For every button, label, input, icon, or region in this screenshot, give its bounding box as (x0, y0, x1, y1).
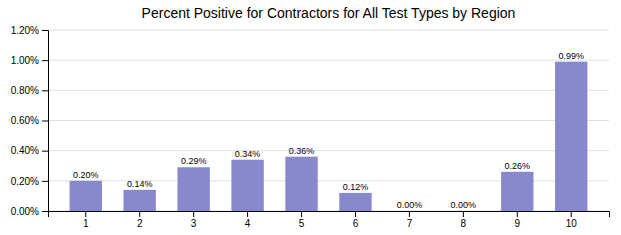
tick: 4 (245, 211, 251, 229)
title: Percent Positive for Contractors for All… (142, 5, 516, 21)
tick: 5 (299, 211, 305, 229)
bar (285, 157, 317, 211)
axis-line (49, 212, 610, 218)
tick: 1.00% (11, 55, 48, 66)
tick-label: 6 (353, 218, 359, 229)
tick-label: 0.20% (11, 176, 39, 187)
tick: 9 (515, 211, 521, 229)
tick-mark (571, 211, 572, 217)
tick: 10 (566, 211, 578, 229)
tick-label: 10 (566, 218, 578, 229)
bar (447, 211, 479, 212)
plot: 0.00% 0.20% 0.40% 0.60% 0.80% 1.00% 1.20% 1 2 3 4 5… (11, 25, 610, 229)
data-label: 0.00% (397, 200, 423, 210)
data-labels: 0.20% 0.14% 0.29% 0.34% 0.36% 0.12% 0.00% 0.00%… (73, 51, 584, 210)
tick-mark (42, 30, 48, 31)
tick-label: 1.20% (11, 25, 39, 36)
x-axis: 1 2 3 4 5 6 7 8 9 10 (49, 211, 610, 229)
grid-line (48, 30, 609, 31)
tick-mark (85, 211, 86, 217)
tick: 6 (353, 211, 359, 229)
tick-label: 8 (461, 218, 467, 229)
tick-mark (42, 121, 48, 122)
bar (124, 190, 156, 211)
tick: 8 (461, 211, 467, 229)
data-label: 0.20% (73, 170, 99, 180)
tick: 0.40% (11, 145, 48, 156)
data-label: 0.14% (127, 179, 153, 189)
grid-line (48, 150, 609, 151)
tick: 1 (83, 211, 89, 229)
tick: 0.00% (11, 206, 48, 217)
tick-label: 9 (515, 218, 521, 229)
tick-mark (42, 60, 48, 61)
tick-mark (301, 211, 302, 217)
tick-label: 5 (299, 218, 305, 229)
tick-mark (42, 151, 48, 152)
tick: 1.20% (11, 25, 48, 36)
data-label: 0.29% (181, 156, 207, 166)
tick: 2 (137, 211, 143, 229)
tick-label: 0.60% (11, 115, 39, 126)
tick-mark (355, 211, 356, 217)
tick-mark (463, 211, 464, 217)
bar (70, 181, 102, 211)
bar (177, 167, 209, 211)
tick-mark (42, 90, 48, 91)
tick: 0.80% (11, 85, 48, 96)
data-label: 0.36% (289, 146, 315, 156)
tick-mark (139, 211, 140, 217)
tick-label: 0.40% (11, 145, 39, 156)
y-axis: 0.00% 0.20% 0.40% 0.60% 0.80% 1.00% 1.20% (11, 25, 49, 217)
tick-mark (247, 211, 248, 217)
data-label: 0.00% (451, 200, 477, 210)
data-label: 0.12% (343, 182, 369, 192)
grid-line (48, 60, 609, 61)
bar (555, 62, 587, 211)
grid (48, 30, 609, 211)
tick-label: 0.00% (11, 206, 39, 217)
tick-label: 1 (83, 218, 89, 229)
grid-line (48, 90, 609, 91)
tick: 0.60% (11, 115, 48, 126)
data-label: 0.99% (558, 51, 584, 61)
tick: 7 (407, 211, 413, 229)
tick-label: 2 (137, 218, 143, 229)
data-label: 0.34% (235, 149, 261, 159)
tick-mark (517, 211, 518, 217)
bar (339, 193, 371, 211)
chart: Percent Positive for Contractors for All… (0, 0, 621, 235)
bar (231, 160, 263, 211)
axis-line (42, 31, 49, 212)
tick-mark (409, 211, 410, 217)
tick-label: 4 (245, 218, 251, 229)
data-label: 0.26% (505, 161, 531, 171)
tick-label: 3 (191, 218, 197, 229)
bar (501, 172, 533, 211)
tick-label: 1.00% (11, 55, 39, 66)
bars (70, 62, 588, 211)
tick: 0.20% (11, 176, 48, 187)
tick-mark (193, 211, 194, 217)
bar (393, 211, 425, 212)
tick-mark (42, 211, 48, 212)
tick-mark (42, 181, 48, 182)
tick: 3 (191, 211, 197, 229)
tick-label: 0.80% (11, 85, 39, 96)
grid-line (48, 120, 609, 121)
tick-label: 7 (407, 218, 413, 229)
